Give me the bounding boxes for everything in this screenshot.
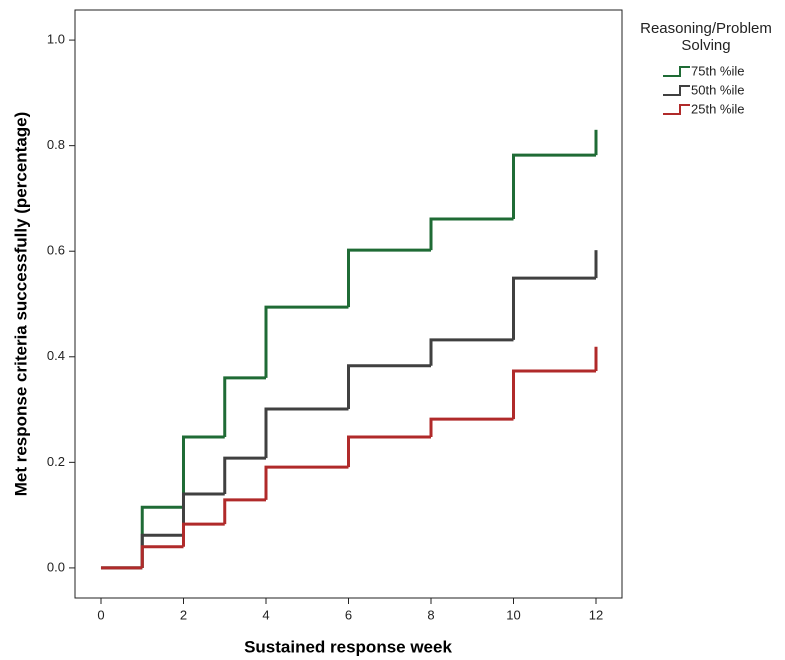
step-segment — [264, 407, 349, 459]
step-segment — [347, 435, 432, 468]
x-tick-label: 10 — [506, 607, 520, 622]
x-tick-label: 4 — [262, 607, 269, 622]
x-axis-title: Sustained response week — [244, 637, 452, 656]
x-tick-label: 12 — [589, 607, 603, 622]
step-segment — [512, 153, 597, 220]
step-segment — [512, 369, 597, 420]
step-segment — [512, 276, 597, 340]
step-segment — [347, 248, 432, 308]
step-segment — [264, 305, 349, 378]
step-segment — [223, 498, 266, 525]
step-segment — [140, 545, 184, 568]
step-segment — [181, 492, 225, 536]
step-segment — [429, 217, 514, 251]
y-tick-label: 0.0 — [47, 559, 65, 574]
legend-title: Reasoning/Problem Solving — [640, 20, 772, 54]
x-tick-label: 6 — [345, 607, 352, 622]
legend-label: 25th %ile — [691, 101, 744, 116]
step-segment — [264, 465, 349, 500]
y-tick-label: 0.4 — [47, 348, 65, 363]
step-segment — [223, 376, 266, 438]
step-segment — [140, 533, 184, 568]
step-segment — [429, 338, 514, 366]
y-tick-label: 0.2 — [47, 454, 65, 469]
legend-swatch — [663, 85, 690, 96]
legend-swatch — [663, 66, 690, 77]
step-segment — [347, 364, 432, 410]
x-tick-label: 0 — [97, 607, 104, 622]
legend-swatch — [663, 104, 690, 115]
step-segment — [140, 505, 184, 568]
step-segment — [181, 435, 225, 508]
step-segment — [429, 417, 514, 438]
legend-label: 75th %ile — [691, 63, 744, 78]
y-axis-title: Met response criteria successfully (perc… — [11, 112, 30, 497]
x-tick-label: 2 — [180, 607, 187, 622]
step-segment — [181, 522, 225, 547]
y-tick-label: 0.8 — [47, 137, 65, 152]
step-segment — [223, 456, 266, 495]
y-tick-label: 0.6 — [47, 243, 65, 258]
legend-label: 50th %ile — [691, 82, 744, 97]
x-tick-label: 8 — [427, 607, 434, 622]
y-tick-label: 1.0 — [47, 32, 65, 47]
